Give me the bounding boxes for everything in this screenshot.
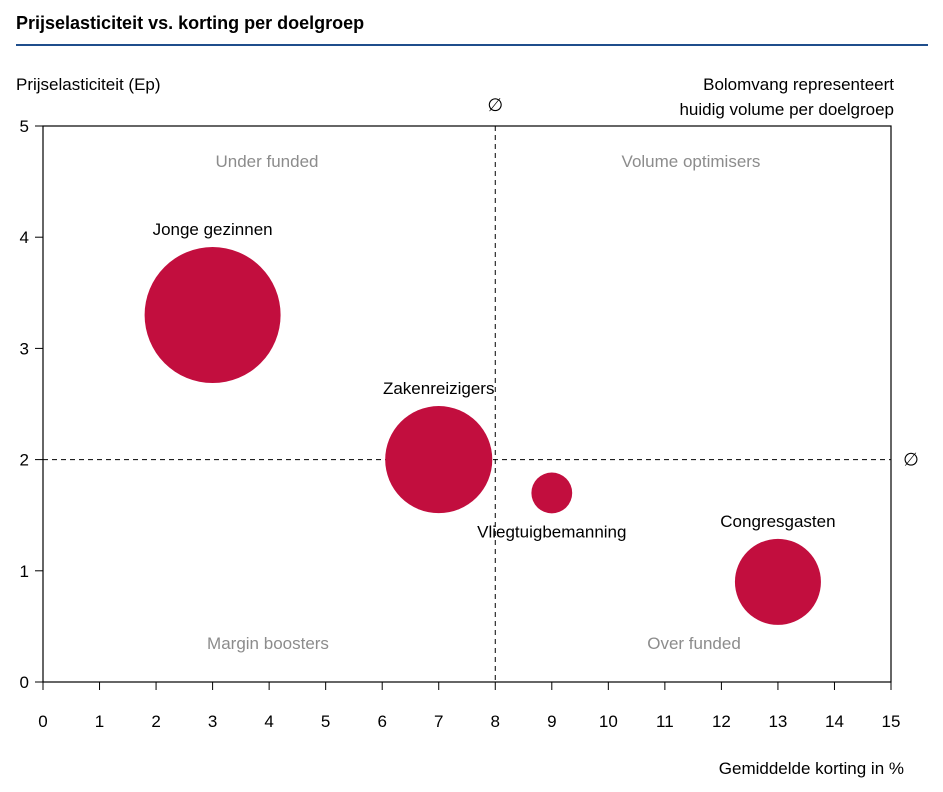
x-tick-label: 3 [208, 712, 217, 731]
y-tick-label: 4 [20, 228, 29, 247]
average-y-symbol: ∅ [903, 450, 919, 470]
average-x-symbol: ∅ [487, 95, 503, 115]
title-divider [16, 44, 928, 46]
quadrant-label: Under funded [215, 152, 318, 171]
x-tick-label: 4 [264, 712, 273, 731]
size-note-line-1: Bolomvang representeert [703, 75, 894, 94]
y-tick-label: 2 [20, 451, 29, 470]
x-tick-label: 11 [656, 712, 674, 731]
size-note-line-2: huidig volume per doelgroep [679, 100, 894, 119]
y-tick-label: 1 [20, 562, 29, 581]
x-tick-label: 6 [377, 712, 386, 731]
x-tick-label: 5 [321, 712, 330, 731]
quadrant-label: Margin boosters [207, 634, 329, 653]
x-tick-label: 9 [547, 712, 556, 731]
x-tick-label: 12 [712, 712, 731, 731]
x-axis-label: Gemiddelde korting in % [719, 759, 904, 778]
quadrant-label: Over funded [647, 634, 741, 653]
bubble [385, 406, 493, 514]
chart-title: Prijselasticiteit vs. korting per doelgr… [16, 13, 365, 33]
x-tick-label: 15 [882, 712, 901, 731]
bubble [734, 538, 821, 625]
bubble-label: Zakenreizigers [383, 379, 495, 398]
bubble-label: Vliegtuigbemanning [477, 522, 626, 541]
y-tick-label: 0 [20, 673, 29, 692]
bubble [144, 247, 281, 384]
x-tick-label: 2 [151, 712, 160, 731]
y-tick-label: 5 [20, 117, 29, 136]
bubble-label: Jonge gezinnen [153, 220, 273, 239]
bubble [531, 472, 573, 514]
quadrant-label: Volume optimisers [622, 152, 761, 171]
x-tick-label: 13 [768, 712, 787, 731]
x-tick-label: 0 [38, 712, 47, 731]
x-tick-label: 10 [599, 712, 618, 731]
x-tick-label: 8 [491, 712, 500, 731]
y-tick-label: 3 [20, 339, 29, 358]
x-tick-label: 1 [95, 712, 104, 731]
x-tick-label: 14 [825, 712, 844, 731]
y-axis-label: Prijselasticiteit (Ep) [16, 75, 161, 94]
bubble-label: Congresgasten [720, 512, 835, 531]
x-tick-label: 7 [434, 712, 443, 731]
plot-frame [42, 125, 892, 683]
